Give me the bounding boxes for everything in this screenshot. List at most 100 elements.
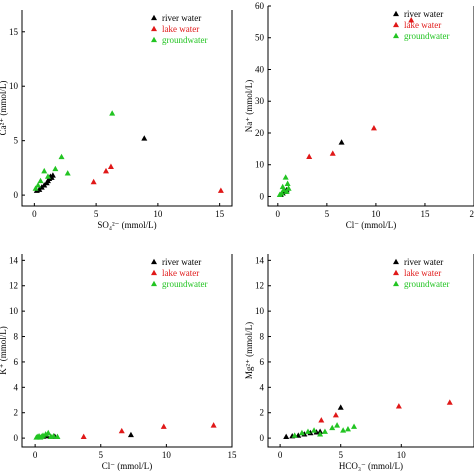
data-point xyxy=(32,185,39,191)
data-point xyxy=(329,150,336,156)
y-tick-label: 0 xyxy=(14,433,19,443)
x-tick-label: 5 xyxy=(99,450,104,460)
x-axis-title: SO₄²⁻ (mmol/L) xyxy=(97,220,156,230)
y-axis-title: K⁺ (mmol/L) xyxy=(0,326,8,375)
y-tick-label: 0 xyxy=(14,190,19,200)
y-tick-label: 6 xyxy=(14,357,19,367)
data-point xyxy=(338,139,345,145)
x-tick-label: 15 xyxy=(420,209,430,219)
x-tick-label: 5 xyxy=(94,209,99,219)
y-tick-label: 2 xyxy=(14,408,19,418)
y-axis-title: Mg²⁺ (mmol/L) xyxy=(244,322,254,379)
y-tick-label: 10 xyxy=(9,81,19,91)
data-point xyxy=(103,167,109,174)
data-point xyxy=(282,174,289,180)
data-point xyxy=(217,187,224,193)
data-point xyxy=(279,183,286,190)
data-point xyxy=(278,190,285,196)
legend-label: river water xyxy=(162,13,201,23)
axis-frame xyxy=(267,254,474,448)
y-tick-label: 14 xyxy=(9,255,19,265)
x-tick-label: 10 xyxy=(397,450,407,460)
data-point xyxy=(334,422,341,428)
x-tick-label: 0 xyxy=(32,209,37,219)
x-tick-label: 15 xyxy=(228,450,238,460)
data-point xyxy=(80,433,87,440)
data-point xyxy=(280,186,287,193)
legend-label: river water xyxy=(404,257,443,267)
x-axis-title: Cl⁻ (mmol/L) xyxy=(346,220,397,230)
legend-label: lake water xyxy=(404,20,441,30)
data-point xyxy=(446,399,453,405)
y-tick-label: 8 xyxy=(260,332,265,342)
legend-label: groundwater xyxy=(404,31,449,41)
legend-marker xyxy=(151,36,157,43)
axis-frame xyxy=(267,6,474,207)
y-tick-label: 2 xyxy=(260,408,265,418)
y-axis-title: Na⁺ (mmol/L) xyxy=(244,80,254,133)
x-tick-label: 10 xyxy=(162,450,172,460)
legend-label: groundwater xyxy=(404,279,449,289)
data-point xyxy=(118,427,125,434)
y-tick-label: 0 xyxy=(260,191,265,201)
data-point xyxy=(395,403,402,409)
legend-label: lake water xyxy=(404,268,441,278)
data-point xyxy=(317,431,324,437)
data-point xyxy=(304,428,311,434)
y-tick-label: 4 xyxy=(14,382,19,392)
legend-marker xyxy=(151,258,157,265)
panel-ca-vs-so4: 0 5 10 15 0 5 10 15 SO₄²⁻ (mmol/L) Ca²⁺ (mmol/L) r… xyxy=(0,10,233,230)
x-tick-label: 5 xyxy=(325,209,330,219)
data-point xyxy=(64,170,71,176)
panel-k-vs-cl: 0 5 10 15 0 2 4 6 8 10 12 14 Cl⁻ (mmol/L) K⁺ (mmol/L)… xyxy=(0,254,237,471)
data-point xyxy=(351,423,358,429)
data-point xyxy=(52,165,59,172)
x-tick-label: 5 xyxy=(338,450,343,460)
data-point xyxy=(283,188,290,194)
legend-marker xyxy=(393,258,399,265)
y-tick-label: 10 xyxy=(9,306,19,316)
data-point xyxy=(141,135,148,141)
legend-label: river water xyxy=(162,257,201,267)
y-tick-label: 8 xyxy=(14,332,19,342)
x-tick-label: 0 xyxy=(278,450,283,460)
data-point xyxy=(291,432,298,438)
legend-marker xyxy=(393,21,399,28)
x-tick-label: 20 xyxy=(470,209,474,219)
y-tick-label: 30 xyxy=(255,96,265,106)
series-river-water xyxy=(33,135,148,193)
legend-label: groundwater xyxy=(162,279,207,289)
y-tick-label: 15 xyxy=(9,27,19,37)
data-point xyxy=(318,417,325,423)
legend-label: lake water xyxy=(162,24,199,34)
legend-marker xyxy=(151,280,157,287)
x-tick-label: 10 xyxy=(371,209,381,219)
y-tick-label: 60 xyxy=(255,1,265,11)
y-axis-title: Ca²⁺ (mmol/L) xyxy=(0,81,8,136)
y-tick-label: 10 xyxy=(255,306,265,316)
series-groundwater xyxy=(291,422,358,438)
series-lake-water xyxy=(80,422,217,440)
data-point xyxy=(306,153,313,159)
data-point xyxy=(321,428,328,434)
data-point xyxy=(332,412,339,418)
legend-marker xyxy=(393,269,399,276)
data-point xyxy=(337,404,344,410)
y-tick-label: 14 xyxy=(255,255,265,265)
data-point xyxy=(284,180,291,186)
data-point xyxy=(408,17,415,23)
data-point xyxy=(210,422,217,428)
series-river-water xyxy=(283,404,344,440)
y-tick-label: 12 xyxy=(9,281,18,291)
data-point xyxy=(41,167,48,174)
series-groundwater xyxy=(32,110,116,191)
data-point xyxy=(49,172,56,178)
data-point xyxy=(329,424,336,431)
panel-mg-vs-hco3: 0 5 10 0 2 4 6 8 10 12 14 HCO₃⁻ (mmol/L) Mg²⁺ (mmol/… xyxy=(244,254,474,471)
x-tick-label: 0 xyxy=(33,450,38,460)
data-point xyxy=(90,178,97,185)
data-point xyxy=(344,425,351,432)
